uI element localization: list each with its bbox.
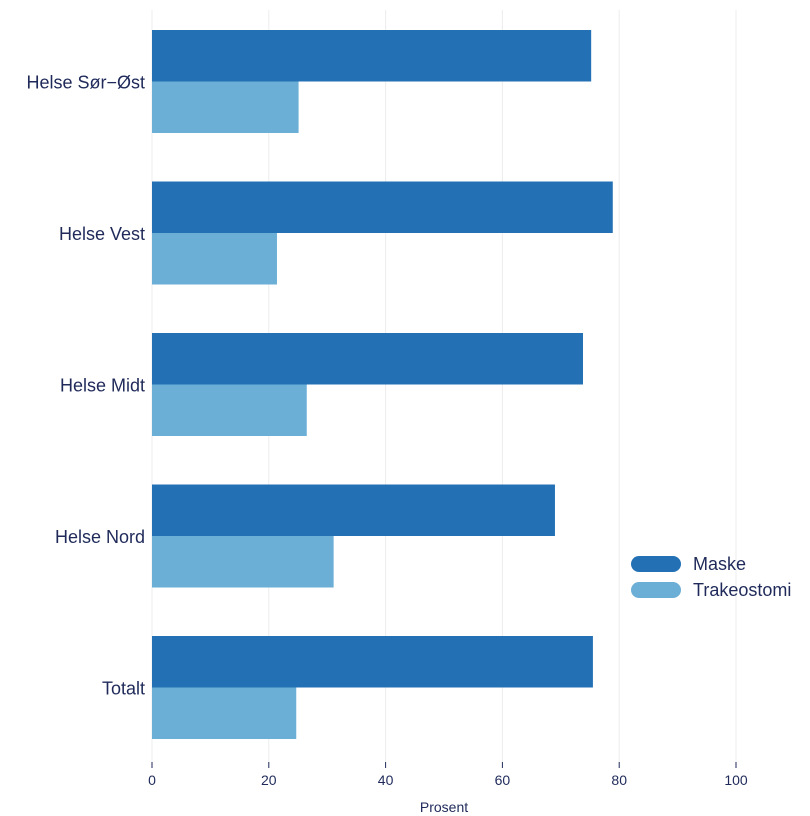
legend-swatch-maske xyxy=(631,556,681,572)
bar-maske-helse-s-r-st xyxy=(152,30,592,82)
bar-trakeostomi-totalt xyxy=(152,687,297,739)
bar-maske-helse-nord xyxy=(152,484,555,536)
x-tick-label-100: 100 xyxy=(724,772,748,788)
category-labels: Helse Sør−Øst Helse Vest Helse Midt Helse N… xyxy=(26,73,145,699)
bar-trakeostomi-helse-nord xyxy=(152,536,334,588)
x-tick-label-0: 0 xyxy=(148,772,156,788)
category-label-helse-s-r-st: Helse Sør−Øst xyxy=(26,73,145,93)
bar-maske-helse-midt xyxy=(152,333,583,385)
x-tick-label-20: 20 xyxy=(261,772,277,788)
x-tick-label-40: 40 xyxy=(378,772,394,788)
legend-label-trakeostomi: Trakeostomi xyxy=(693,580,791,600)
bar-trakeostomi-helse-s-r-st xyxy=(152,81,299,133)
x-tick-label-80: 80 xyxy=(611,772,627,788)
x-axis: 0 20 40 60 80 100 xyxy=(148,762,748,788)
bars xyxy=(152,30,613,739)
category-label-totalt: Totalt xyxy=(102,679,145,699)
category-label-helse-nord: Helse Nord xyxy=(55,527,145,547)
legend-label-maske: Maske xyxy=(693,554,746,574)
x-tick-label-60: 60 xyxy=(495,772,511,788)
bar-trakeostomi-helse-vest xyxy=(152,233,277,285)
category-label-helse-vest: Helse Vest xyxy=(59,224,145,244)
bar-maske-totalt xyxy=(152,636,593,688)
x-axis-title: Prosent xyxy=(420,799,468,815)
category-label-helse-midt: Helse Midt xyxy=(60,376,145,396)
legend: Maske Trakeostomi xyxy=(631,554,791,600)
bar-trakeostomi-helse-midt xyxy=(152,384,307,436)
bar-maske-helse-vest xyxy=(152,181,613,233)
legend-swatch-trakeostomi xyxy=(631,582,681,598)
